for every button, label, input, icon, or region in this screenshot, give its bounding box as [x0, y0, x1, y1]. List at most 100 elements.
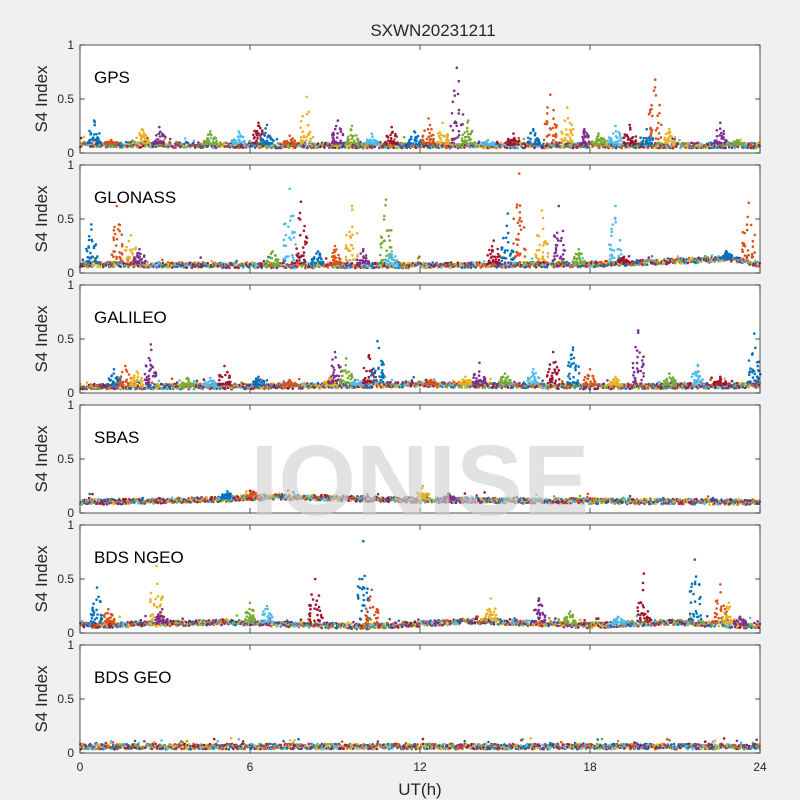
spike-point: [305, 139, 308, 142]
spike-point: [96, 261, 99, 264]
spike-point: [341, 133, 345, 137]
spike-point: [379, 253, 382, 257]
spike-point: [416, 134, 420, 138]
spike-point: [718, 140, 721, 144]
spike-point: [437, 134, 441, 138]
data-point: [387, 146, 390, 150]
data-point: [642, 136, 645, 140]
spike-point: [426, 127, 430, 131]
data-point: [530, 257, 534, 260]
data-point: [516, 146, 520, 150]
spike-point: [88, 141, 91, 144]
spike-point: [670, 139, 673, 143]
spike-point: [359, 252, 363, 255]
spike-point: [85, 260, 89, 263]
spike-point: [350, 137, 354, 141]
spike-point: [205, 139, 209, 143]
data-point: [412, 142, 415, 145]
data-point: [242, 382, 245, 386]
spike-point: [461, 133, 465, 137]
spike-point: [276, 258, 280, 261]
spike-point: [614, 141, 618, 145]
spike-point: [388, 239, 392, 242]
data-point: [379, 140, 382, 144]
spike-point: [365, 141, 369, 145]
spike-point: [137, 261, 140, 265]
spike-point: [253, 129, 256, 133]
spike-point: [548, 127, 552, 130]
spike-point: [470, 131, 473, 134]
spike-point: [256, 136, 259, 140]
spike-point: [383, 214, 386, 218]
spike-point: [573, 257, 576, 260]
spike-point: [467, 132, 470, 136]
data-point: [248, 139, 251, 143]
data-point: [185, 266, 188, 269]
data-point: [499, 141, 503, 145]
spike-point: [457, 112, 461, 115]
spike-point: [538, 248, 541, 252]
spike-point: [92, 133, 96, 136]
data-point: [591, 145, 594, 148]
spike-point: [371, 135, 374, 138]
spike-point: [336, 132, 339, 135]
spike-point: [367, 260, 371, 264]
spike-point: [564, 136, 567, 140]
spike-point: [489, 252, 492, 256]
spike-point: [506, 249, 509, 252]
data-point: [581, 257, 585, 260]
spike-point: [595, 137, 598, 141]
spike-point: [283, 142, 287, 145]
spike-point: [629, 128, 632, 131]
spike-point: [285, 255, 289, 259]
spike-point: [292, 143, 296, 146]
spike-point: [202, 139, 206, 143]
spike-point: [259, 142, 263, 145]
spike-point: [610, 230, 614, 234]
spike-point: [298, 211, 302, 215]
spike-point: [386, 139, 390, 142]
spike-point: [555, 237, 559, 240]
spike-point: [210, 133, 213, 137]
data-point: [95, 383, 99, 387]
spike-point: [315, 252, 318, 255]
spike-point: [89, 133, 92, 136]
spike-point: [104, 140, 107, 144]
spike-point: [252, 133, 255, 137]
data-point: [509, 146, 512, 150]
spike-point: [724, 139, 727, 142]
spike-point: [609, 254, 612, 257]
data-point: [265, 146, 269, 150]
spike-point: [90, 239, 94, 243]
spike-point: [658, 112, 661, 115]
spike-point: [650, 103, 653, 107]
spike-point: [269, 256, 272, 260]
spike-point: [718, 134, 722, 137]
spike-point: [515, 206, 518, 209]
spike-point: [492, 239, 496, 242]
spike-point: [120, 259, 124, 263]
spike-point: [523, 255, 527, 258]
spike-point: [308, 140, 312, 143]
spike-point: [667, 140, 671, 143]
spike-point: [265, 260, 269, 264]
spike-point: [735, 142, 739, 145]
spike-point: [611, 132, 615, 135]
data-point: [304, 142, 308, 146]
spike-point: [299, 119, 303, 123]
spike-point: [626, 260, 629, 263]
data-point: [543, 265, 547, 269]
spike-point: [552, 108, 555, 112]
spike-point: [352, 258, 355, 262]
spike-point: [584, 141, 588, 145]
data-point: [418, 255, 421, 258]
spike-point: [538, 141, 541, 145]
spike-point: [114, 244, 118, 247]
figure-title: SXWN20231211: [370, 21, 495, 40]
spike-point: [135, 141, 138, 145]
spike-point: [457, 108, 461, 112]
data-point: [218, 145, 222, 148]
data-point: [81, 258, 85, 262]
data-point: [713, 260, 716, 263]
